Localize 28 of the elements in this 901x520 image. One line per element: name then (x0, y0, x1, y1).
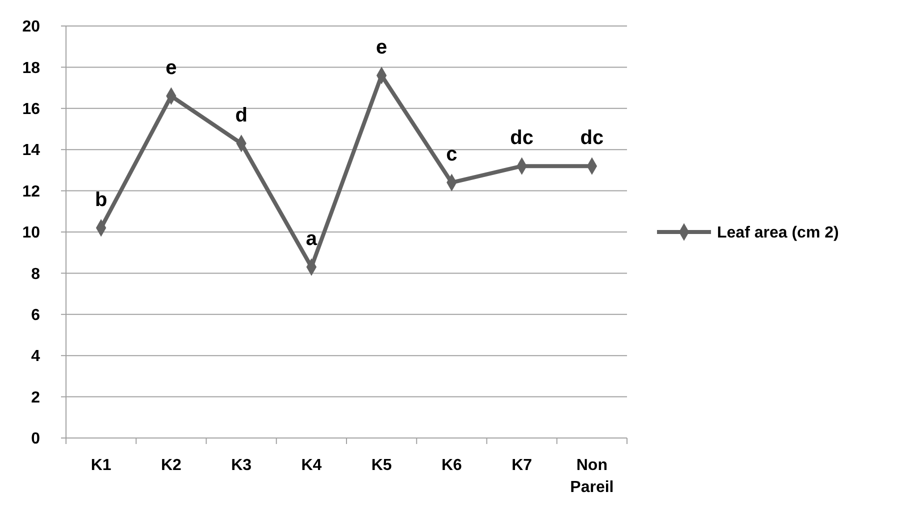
x-tick-label: K5 (371, 457, 392, 474)
x-tick-label: K2 (160, 457, 182, 474)
x-tick-label: K4 (301, 457, 322, 474)
x-tick-label: K7 (512, 457, 532, 474)
y-tick-label: 12 (22, 183, 40, 200)
legend-label: Leaf area (cm 2) (717, 224, 839, 242)
y-tick-label: 10 (22, 224, 40, 242)
y-tick-label: 2 (31, 389, 40, 406)
annotation: dc (510, 127, 534, 150)
x-tick-label: Non Pareil (570, 457, 614, 496)
annotation: b (94, 188, 108, 211)
y-tick-label: 4 (31, 348, 40, 366)
x-tick-label: K1 (90, 457, 112, 474)
annotation: dc (580, 127, 604, 150)
y-tick-label: 0 (31, 430, 40, 448)
y-tick-label: 20 (22, 18, 40, 36)
x-tick-label: K3 (231, 457, 252, 474)
annotation: e (376, 36, 388, 58)
y-tick-label: 16 (22, 101, 40, 118)
y-tick-label: 6 (31, 307, 40, 324)
x-tick-label: K6 (441, 457, 462, 474)
y-tick-label: 14 (22, 142, 40, 160)
annotation: a (306, 228, 318, 250)
annotation: e (166, 57, 177, 80)
y-tick-label: 18 (22, 60, 40, 77)
annotation: c (446, 144, 458, 166)
y-tick-label: 8 (31, 266, 40, 283)
annotation: d (235, 104, 248, 126)
